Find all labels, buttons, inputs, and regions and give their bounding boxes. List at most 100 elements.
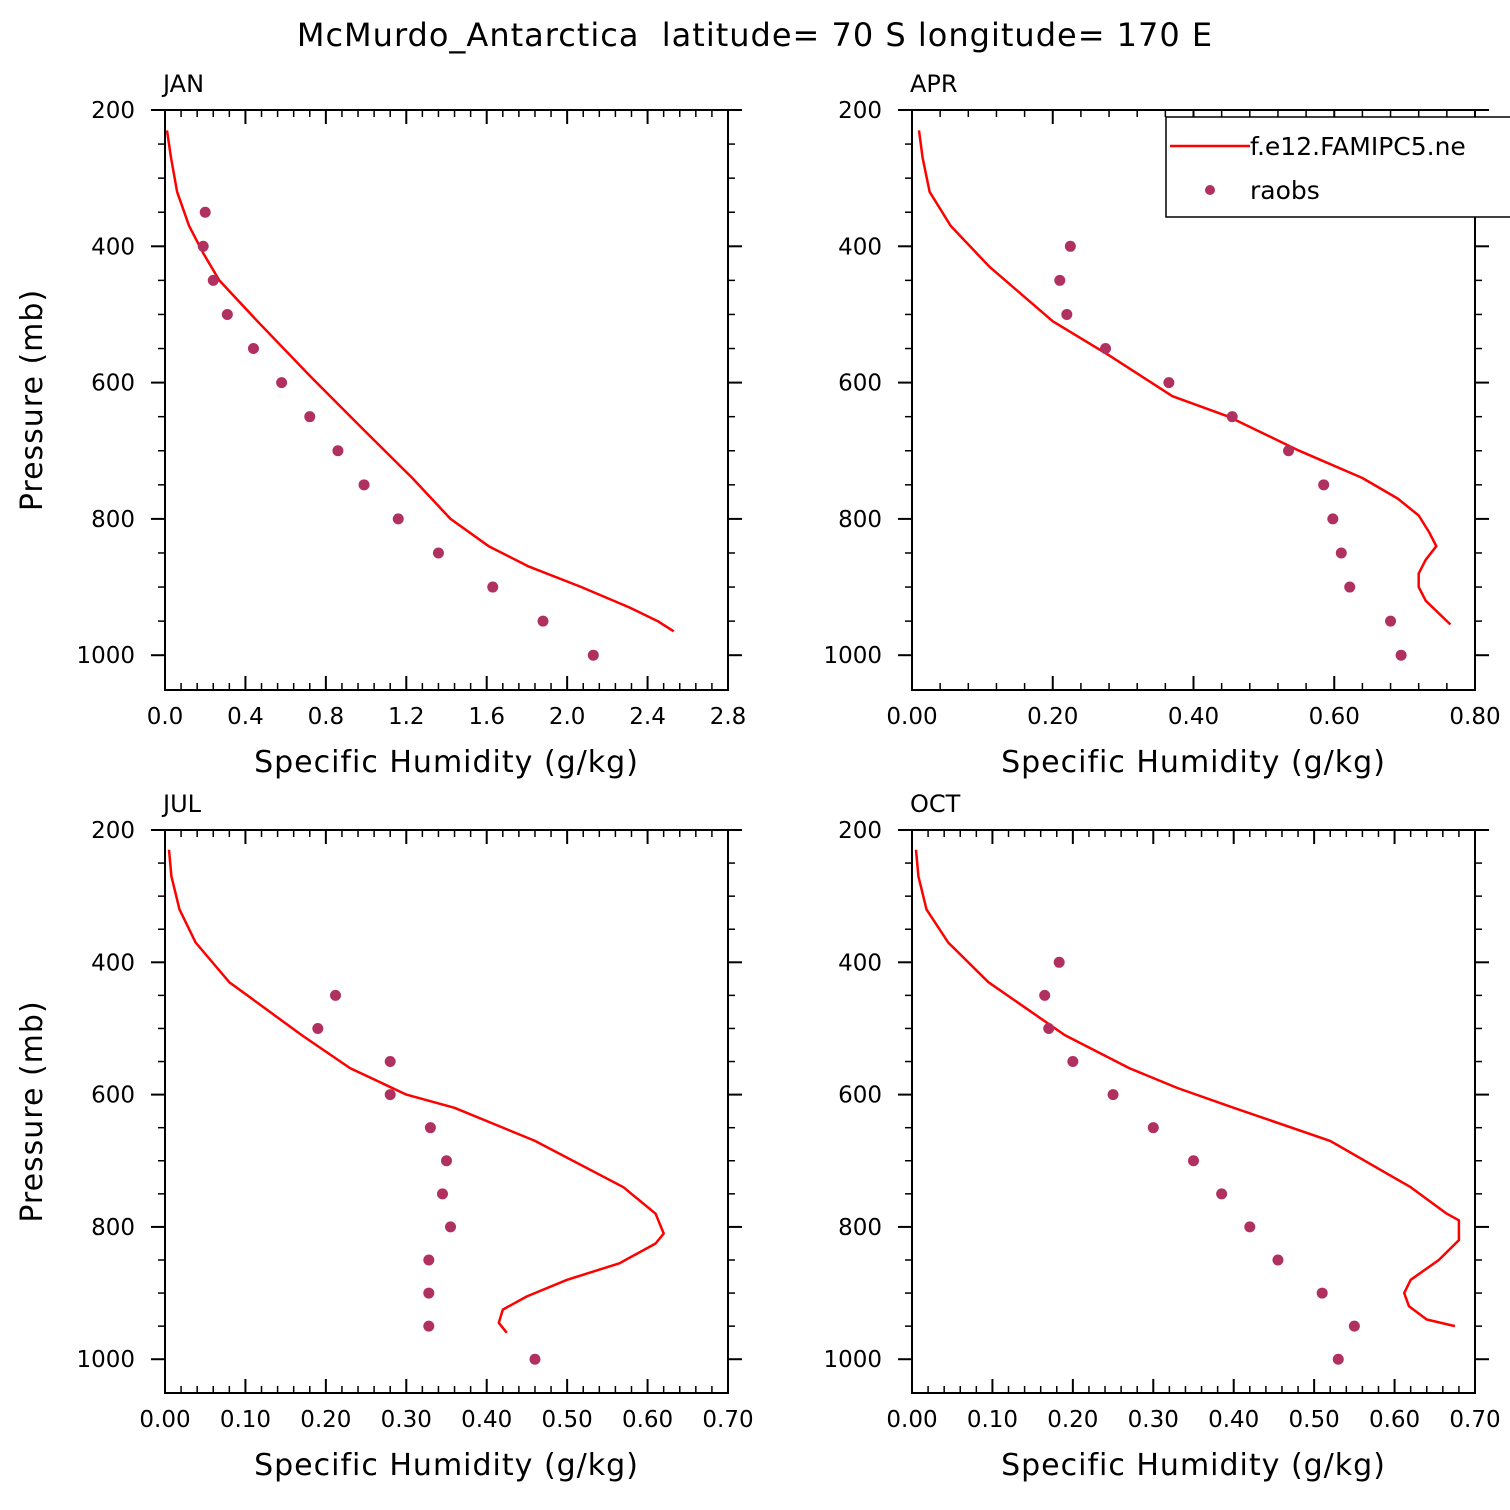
raobs-point — [1226, 411, 1238, 423]
y-tick-label: 1000 — [823, 1347, 882, 1373]
plot-frame — [164, 109, 729, 691]
raobs-point — [1244, 1221, 1256, 1233]
raobs-point — [436, 1188, 448, 1200]
x-tick-label: 0.70 — [1449, 1407, 1500, 1433]
legend-obs-label: raobs — [1250, 176, 1320, 205]
raobs-point — [424, 1122, 436, 1134]
raobs-point — [1039, 989, 1051, 1001]
raobs-point — [330, 989, 342, 1001]
y-tick-label: 600 — [838, 1083, 882, 1109]
x-tick-label: 0.40 — [461, 1407, 512, 1433]
x-tick-label: 0.60 — [622, 1407, 673, 1433]
raobs-point — [1064, 240, 1076, 252]
raobs-point — [1061, 308, 1073, 320]
raobs-point — [432, 547, 444, 559]
x-tick-label: 0.10 — [967, 1407, 1018, 1433]
x-tick-label: 0.30 — [1128, 1407, 1179, 1433]
raobs-point — [384, 1056, 396, 1068]
x-tick-label: 0.70 — [702, 1407, 753, 1433]
x-tick-label: 0.0 — [147, 704, 184, 730]
raobs-point — [1283, 445, 1295, 457]
x-axis-label: Specific Humidity (g/kg) — [254, 745, 639, 780]
legend-obs-swatch — [1205, 185, 1215, 195]
y-axis-label: Pressure (mb) — [15, 1000, 50, 1222]
raobs-point — [1147, 1122, 1159, 1134]
raobs-point — [1332, 1353, 1344, 1365]
raobs-point — [221, 308, 233, 320]
raobs-point — [276, 377, 288, 389]
raobs-point — [423, 1320, 435, 1332]
y-tick-label: 400 — [838, 234, 882, 260]
y-tick-label: 400 — [838, 950, 882, 976]
raobs-point — [312, 1022, 324, 1034]
x-tick-label: 0.60 — [1309, 704, 1360, 730]
y-tick-label: 600 — [91, 371, 135, 397]
x-axis-label: Specific Humidity (g/kg) — [254, 1448, 639, 1483]
y-tick-label: 800 — [91, 507, 135, 533]
panels: JAN 0.0 0.4 0.8 1.2 1.6 2.0 2.4 2.8 200 400 600 800 1… — [15, 70, 1501, 1483]
raobs-point — [1100, 343, 1112, 355]
raobs-point — [197, 240, 209, 252]
raobs-point — [304, 411, 316, 423]
raobs-point — [441, 1155, 452, 1167]
raobs-point — [392, 513, 404, 525]
raobs-point — [529, 1353, 541, 1365]
x-tick-label: 2.8 — [710, 704, 747, 730]
raobs-point — [1216, 1188, 1228, 1200]
raobs-point — [537, 615, 549, 627]
raobs-point — [445, 1221, 457, 1233]
raobs-point — [207, 274, 219, 286]
y-tick-label: 600 — [838, 371, 882, 397]
panel-label: JUL — [161, 790, 202, 818]
y-tick-label: 800 — [91, 1215, 135, 1241]
y-tick-label: 1000 — [76, 643, 135, 669]
raobs-point — [1395, 649, 1407, 661]
x-tick-label: 2.0 — [549, 704, 586, 730]
x-tick-label: 0.50 — [1289, 1407, 1340, 1433]
model-line — [914, 849, 1461, 1328]
panel-apr: APR 0.00 0.20 0.40 0.60 0.80 200 400 600 800 1000 S… — [823, 70, 1500, 780]
raobs-point — [332, 445, 344, 457]
y-tick-label: 800 — [838, 1215, 882, 1241]
y-tick-label: 800 — [838, 507, 882, 533]
series-group — [165, 130, 675, 661]
raobs-point — [423, 1254, 435, 1266]
raobs-point — [1272, 1254, 1284, 1266]
panel-label: APR — [910, 70, 958, 98]
raobs-point — [1043, 1022, 1055, 1034]
raobs-point — [384, 1089, 396, 1101]
x-tick-label: 0.20 — [1027, 704, 1078, 730]
raobs-point — [1053, 956, 1065, 968]
raobs-point — [1054, 274, 1066, 286]
raobs-point — [1188, 1155, 1199, 1167]
raobs-point — [1318, 479, 1330, 491]
x-tick-label: 2.4 — [629, 704, 666, 730]
plot-frame — [164, 829, 729, 1394]
x-tick-label: 0.50 — [542, 1407, 593, 1433]
raobs-point — [1107, 1089, 1119, 1101]
x-tick-label: 0.20 — [1047, 1407, 1098, 1433]
x-tick-label: 0.40 — [1208, 1407, 1259, 1433]
y-tick-label: 200 — [838, 818, 882, 844]
x-axis-label: Specific Humidity (g/kg) — [1001, 745, 1386, 780]
raobs-point — [1163, 377, 1175, 389]
x-tick-label: 1.2 — [388, 704, 425, 730]
x-tick-label: 0.60 — [1369, 1407, 1420, 1433]
x-tick-label: 0.00 — [886, 704, 937, 730]
raobs-point — [423, 1287, 435, 1299]
model-line — [167, 849, 665, 1334]
x-tick-label: 0.80 — [1449, 704, 1500, 730]
series-group — [167, 849, 665, 1365]
series-group — [917, 130, 1452, 661]
y-tick-label: 400 — [91, 234, 135, 260]
y-axis-label: Pressure (mb) — [15, 289, 50, 511]
y-tick-label: 200 — [838, 98, 882, 124]
raobs-point — [1344, 581, 1356, 593]
x-tick-label: 0.10 — [220, 1407, 271, 1433]
y-tick-label: 1000 — [823, 643, 882, 669]
figure-title: McMurdo_Antarctica latitude= 70 S longit… — [297, 16, 1213, 54]
legend-box — [1165, 116, 1510, 218]
raobs-point — [487, 581, 499, 593]
x-tick-label: 0.40 — [1168, 704, 1219, 730]
